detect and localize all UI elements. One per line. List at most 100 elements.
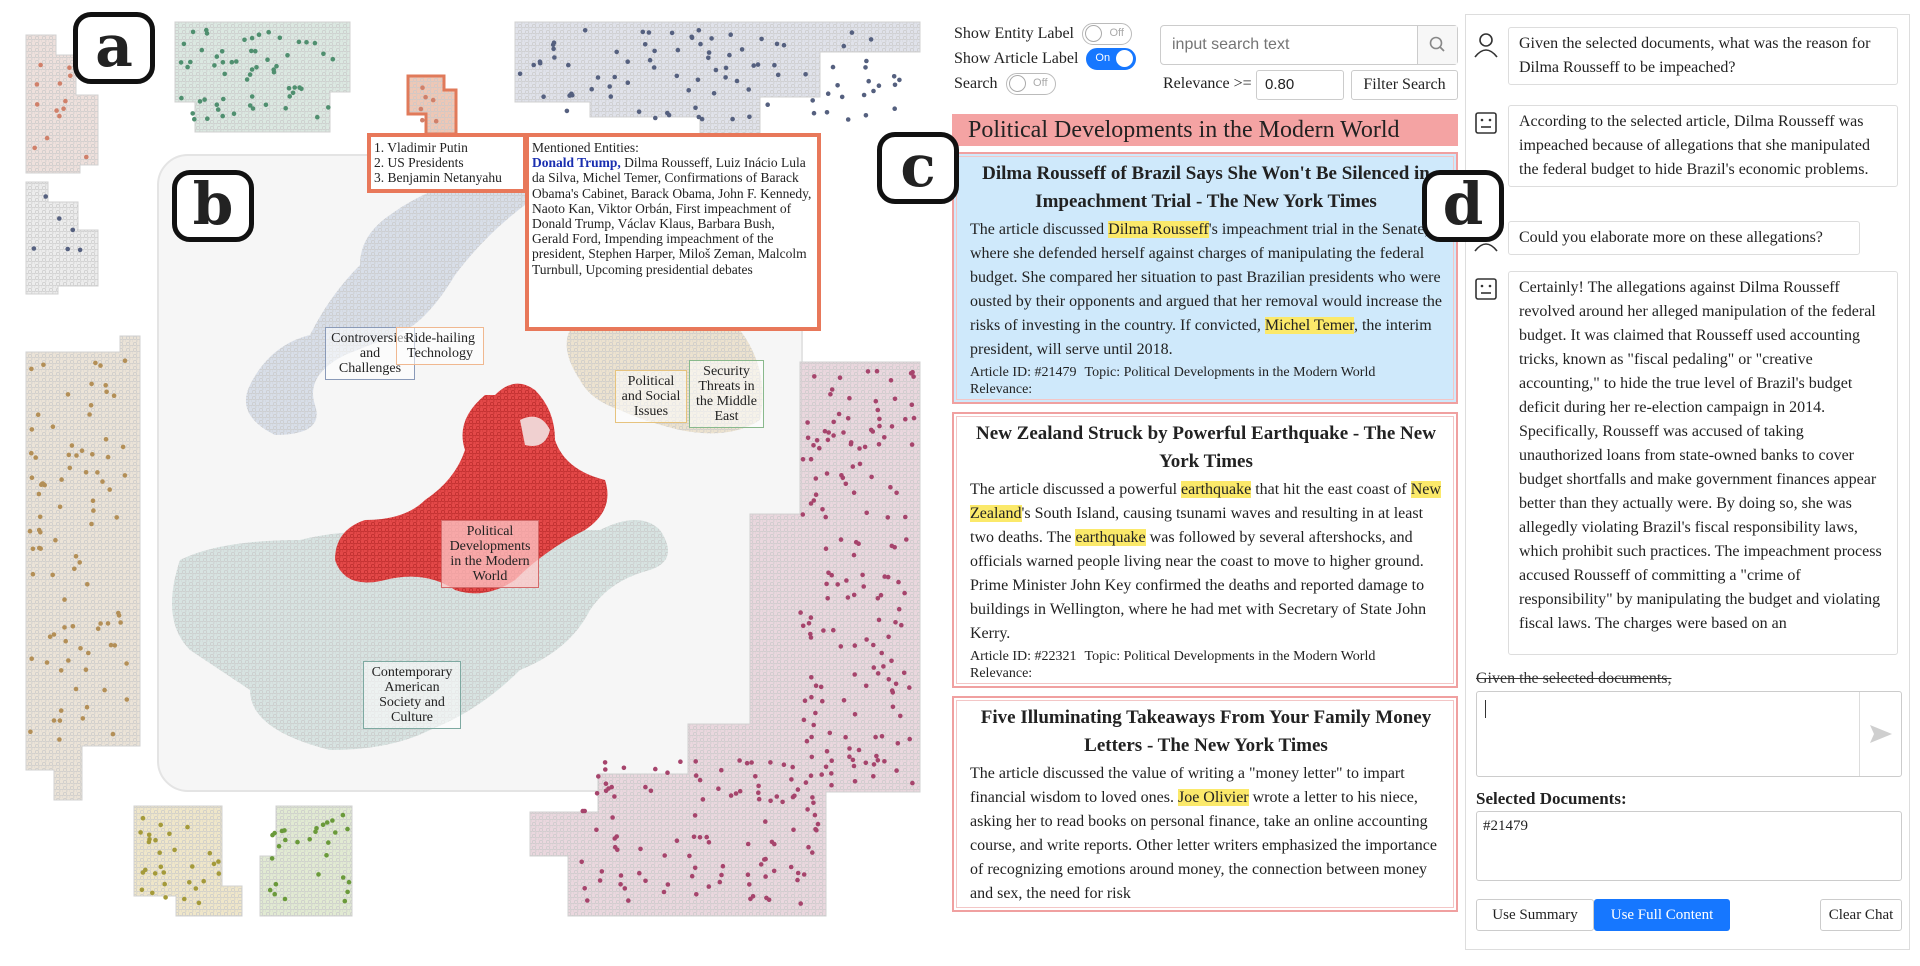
article-dot[interactable] [222, 71, 227, 77]
article-dot[interactable] [902, 590, 907, 596]
article-dot[interactable] [886, 634, 891, 640]
article-dot[interactable] [765, 102, 770, 107]
article-dot[interactable] [636, 109, 642, 114]
article-dot[interactable] [896, 579, 901, 585]
article-dot[interactable] [694, 892, 699, 897]
article-dot[interactable] [80, 716, 86, 721]
article-dot[interactable] [78, 646, 83, 651]
article-dot[interactable] [612, 794, 617, 799]
article-dot[interactable] [821, 628, 826, 633]
article-dot[interactable] [808, 615, 814, 620]
filter-search-button[interactable]: Filter Search [1351, 70, 1458, 100]
topic-map-panel[interactable]: a b Controversies and Challenges Ride-ha… [0, 0, 935, 966]
article-dot[interactable] [185, 824, 190, 830]
article-dot[interactable] [423, 94, 428, 100]
article-dot[interactable] [612, 74, 617, 80]
article-dot[interactable] [57, 737, 62, 742]
article-dot[interactable] [706, 50, 712, 55]
article-dot[interactable] [889, 658, 894, 664]
article-dot[interactable] [687, 853, 692, 859]
article-dots-layer[interactable] [0, 0, 935, 966]
cluster-label-security-threats[interactable]: Security Threats in the Middle East [689, 360, 764, 428]
article-dot[interactable] [871, 88, 876, 94]
article-dot[interactable] [585, 898, 590, 903]
article-dot[interactable] [885, 574, 891, 580]
article-dot[interactable] [202, 97, 207, 102]
article-dot[interactable] [851, 763, 857, 769]
article-dot[interactable] [812, 374, 817, 379]
article-dot[interactable] [324, 820, 330, 825]
article-dot[interactable] [699, 116, 705, 122]
article-dot[interactable] [763, 874, 768, 879]
article-dot[interactable] [638, 846, 643, 852]
article-dot[interactable] [29, 475, 35, 481]
article-dot[interactable] [85, 582, 90, 587]
article-dot[interactable] [864, 637, 869, 642]
article-dot[interactable] [158, 864, 164, 870]
article-dot[interactable] [93, 360, 98, 366]
article-dot[interactable] [800, 512, 806, 517]
article-dot[interactable] [871, 774, 876, 779]
article-dot[interactable] [845, 416, 851, 421]
article-dot[interactable] [95, 626, 101, 631]
article-dot[interactable] [874, 368, 880, 374]
article-dot[interactable] [876, 83, 882, 88]
article-dot[interactable] [691, 834, 697, 840]
article-dot[interactable] [31, 246, 37, 251]
article-dot[interactable] [892, 396, 898, 402]
article-dot[interactable] [108, 642, 114, 648]
article-dot[interactable] [271, 69, 277, 75]
article-dot[interactable] [850, 464, 856, 469]
article-dot[interactable] [692, 813, 698, 818]
article-dot[interactable] [196, 900, 202, 906]
article-dot[interactable] [50, 424, 56, 430]
article-dot[interactable] [808, 456, 814, 462]
article-dot[interactable] [852, 672, 857, 677]
article-dot[interactable] [739, 47, 745, 52]
article-dot[interactable] [665, 110, 670, 116]
article-dot[interactable] [51, 632, 57, 637]
article-dot[interactable] [89, 521, 94, 527]
article-dot[interactable] [66, 658, 71, 663]
article-dot[interactable] [618, 873, 624, 878]
article-dot[interactable] [182, 896, 187, 902]
article-dot[interactable] [861, 584, 866, 589]
article-dot[interactable] [844, 578, 849, 583]
article-dot[interactable] [695, 77, 701, 83]
article-dot[interactable] [162, 881, 167, 887]
chat-input-field[interactable] [1476, 691, 1902, 777]
use-full-content-button[interactable]: Use Full Content [1594, 899, 1730, 931]
article-dot[interactable] [51, 718, 57, 723]
article-dot[interactable] [161, 870, 167, 875]
article-dot[interactable] [706, 55, 711, 61]
article-dot[interactable] [625, 80, 631, 85]
article-dot[interactable] [90, 498, 96, 504]
article-dot[interactable] [307, 837, 313, 842]
article-dot[interactable] [614, 49, 619, 55]
article-dot[interactable] [122, 473, 128, 478]
article-dot[interactable] [285, 53, 290, 58]
article-dot[interactable] [822, 428, 828, 434]
article-dot[interactable] [41, 362, 46, 368]
article-dot[interactable] [282, 896, 288, 902]
article-dot[interactable] [220, 60, 226, 65]
article-dot[interactable] [582, 28, 588, 33]
article-dot[interactable] [212, 63, 217, 68]
article-dot[interactable] [124, 697, 130, 702]
article-dot[interactable] [758, 862, 764, 867]
article-dot[interactable] [30, 546, 36, 552]
article-dot[interactable] [698, 41, 703, 47]
article-dot[interactable] [345, 889, 350, 895]
article-dot[interactable] [871, 642, 876, 648]
article-dot[interactable] [805, 420, 810, 425]
article-dot[interactable] [247, 72, 253, 77]
article-dot[interactable] [320, 822, 326, 828]
article-dot[interactable] [276, 844, 282, 849]
article-dot[interactable] [95, 470, 100, 475]
article-dot[interactable] [734, 78, 740, 84]
article-dot[interactable] [269, 856, 275, 861]
article-dot[interactable] [817, 445, 822, 451]
article-dot[interactable] [249, 35, 255, 41]
article-dot[interactable] [910, 780, 915, 786]
article-dot[interactable] [762, 857, 767, 862]
